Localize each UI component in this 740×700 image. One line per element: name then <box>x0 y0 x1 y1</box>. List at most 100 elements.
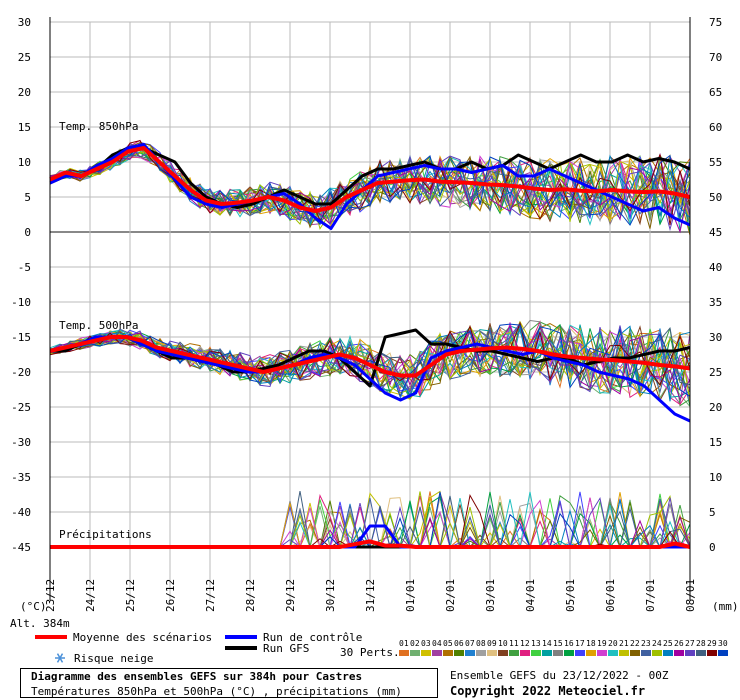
y-tick-left: -45 <box>11 541 31 554</box>
t500-panel-label: Temp. 500hPa <box>59 319 138 332</box>
pert-id: 17 <box>575 639 585 648</box>
y-tick-right: 30 <box>709 331 722 344</box>
y-tick-left: 30 <box>18 16 31 29</box>
chart-subtitle: Températures 850hPa et 500hPa (°C) , pré… <box>31 685 402 698</box>
legend-label: Run de contrôle <box>263 631 362 644</box>
pert-id: 01 <box>399 639 409 648</box>
x-tick: 28/12 <box>244 579 257 612</box>
pert-swatch <box>718 650 728 656</box>
pert-swatch <box>432 650 442 656</box>
pert-id: 06 <box>454 639 464 648</box>
series-line-t500 <box>49 335 691 423</box>
tick-labels: 302520151050-5-10-15-20-25-30-35-40-4575… <box>11 16 722 612</box>
x-tick: 02/01 <box>444 579 457 612</box>
pert-swatch <box>696 650 706 656</box>
pert-id: 09 <box>487 639 497 648</box>
pert-id: 08 <box>476 639 486 648</box>
pert-swatch <box>652 650 662 656</box>
series-line-precip <box>50 539 691 549</box>
x-tick: 08/01 <box>684 579 697 612</box>
pert-id: 24 <box>652 639 662 648</box>
pert-id: 10 <box>498 639 508 648</box>
pert-line-t850 <box>49 141 691 221</box>
t850-panel-label: Temp. 850hPa <box>59 120 138 133</box>
legend-label: Moyenne des scénarios <box>73 631 212 644</box>
pert-id: 11 <box>509 639 519 648</box>
y-tick-left: -20 <box>11 366 31 379</box>
pert-swatch <box>608 650 618 656</box>
pert-line-t850 <box>49 144 691 226</box>
x-tick: 27/12 <box>204 579 217 612</box>
snow-icon <box>56 653 64 663</box>
pert-swatch <box>421 650 431 656</box>
pert-id: 05 <box>443 639 453 648</box>
pert-swatch <box>520 650 530 656</box>
pert-id: 20 <box>608 639 618 648</box>
pert-swatch <box>564 650 574 656</box>
x-tick: 07/01 <box>644 579 657 612</box>
pert-swatch <box>476 650 486 656</box>
pert-swatch <box>399 650 409 656</box>
y-tick-left: -30 <box>11 436 31 449</box>
pert-id: 25 <box>663 639 673 648</box>
precip-panel-label: Précipitations <box>59 528 152 541</box>
pert-id: 04 <box>432 639 442 648</box>
y-tick-right: 50 <box>709 191 722 204</box>
y-tick-right: 35 <box>709 296 722 309</box>
chart-title: Diagramme des ensembles GEFS sur 384h po… <box>31 670 363 683</box>
pert-swatch <box>465 650 475 656</box>
pert-id: 26 <box>674 639 684 648</box>
pert-swatch <box>498 650 508 656</box>
pert-swatch <box>685 650 695 656</box>
series-line-t500 <box>49 335 691 378</box>
y-tick-right: 10 <box>709 471 722 484</box>
pert-id: 21 <box>619 639 629 648</box>
pert-swatch <box>586 650 596 656</box>
x-tick: 24/12 <box>84 579 97 612</box>
x-tick: 06/01 <box>604 579 617 612</box>
perturbation-legend: 30 Perts.01 02 03 04 05 06 07 08 09 10 11 12 13 14 15 1… <box>340 639 728 659</box>
y-tick-left: 15 <box>18 121 31 134</box>
x-tick: 29/12 <box>284 579 297 612</box>
y-tick-left: -35 <box>11 471 31 484</box>
main-lines <box>49 143 691 549</box>
y-tick-left: 25 <box>18 51 31 64</box>
x-tick: 05/01 <box>564 579 577 612</box>
y-tick-right: 0 <box>709 541 716 554</box>
y-tick-right: 15 <box>709 436 722 449</box>
copyright: Copyright 2022 Meteociel.fr <box>450 684 646 698</box>
altitude-label: Alt. 384m <box>10 617 70 630</box>
y-tick-left: 20 <box>18 86 31 99</box>
y-tick-right: 20 <box>709 401 722 414</box>
pert-id: 13 <box>531 639 541 648</box>
pert-id: 18 <box>586 639 596 648</box>
y-tick-right: 70 <box>709 51 722 64</box>
pert-id: 27 <box>685 639 695 648</box>
pert-id: 15 <box>553 639 563 648</box>
pert-id: 19 <box>597 639 607 648</box>
x-tick: 31/12 <box>364 579 377 612</box>
pert-swatch <box>630 650 640 656</box>
grid <box>49 21 691 600</box>
pert-id: 22 <box>630 639 640 648</box>
pert-line-t500 <box>49 321 691 407</box>
y-tick-right: 75 <box>709 16 722 29</box>
pert-swatch <box>454 650 464 656</box>
series-line-t850 <box>49 146 691 213</box>
pert-swatch <box>410 650 420 656</box>
pert-id: 14 <box>542 639 552 648</box>
pert-swatch <box>663 650 673 656</box>
y-tick-right: 45 <box>709 226 722 239</box>
pert-id: 28 <box>696 639 706 648</box>
title-box: Diagramme des ensembles GEFS sur 384h po… <box>20 668 438 698</box>
pert-swatch <box>509 650 519 656</box>
x-tick: 03/01 <box>484 579 497 612</box>
pert-count-label: 30 Perts. <box>340 646 400 659</box>
pert-swatch <box>597 650 607 656</box>
pert-swatch <box>619 650 629 656</box>
pert-id: 16 <box>564 639 574 648</box>
run-label: Ensemble GEFS du 23/12/2022 - 00Z <box>450 669 669 682</box>
y-tick-right: 5 <box>709 506 716 519</box>
y-tick-right: 65 <box>709 86 722 99</box>
